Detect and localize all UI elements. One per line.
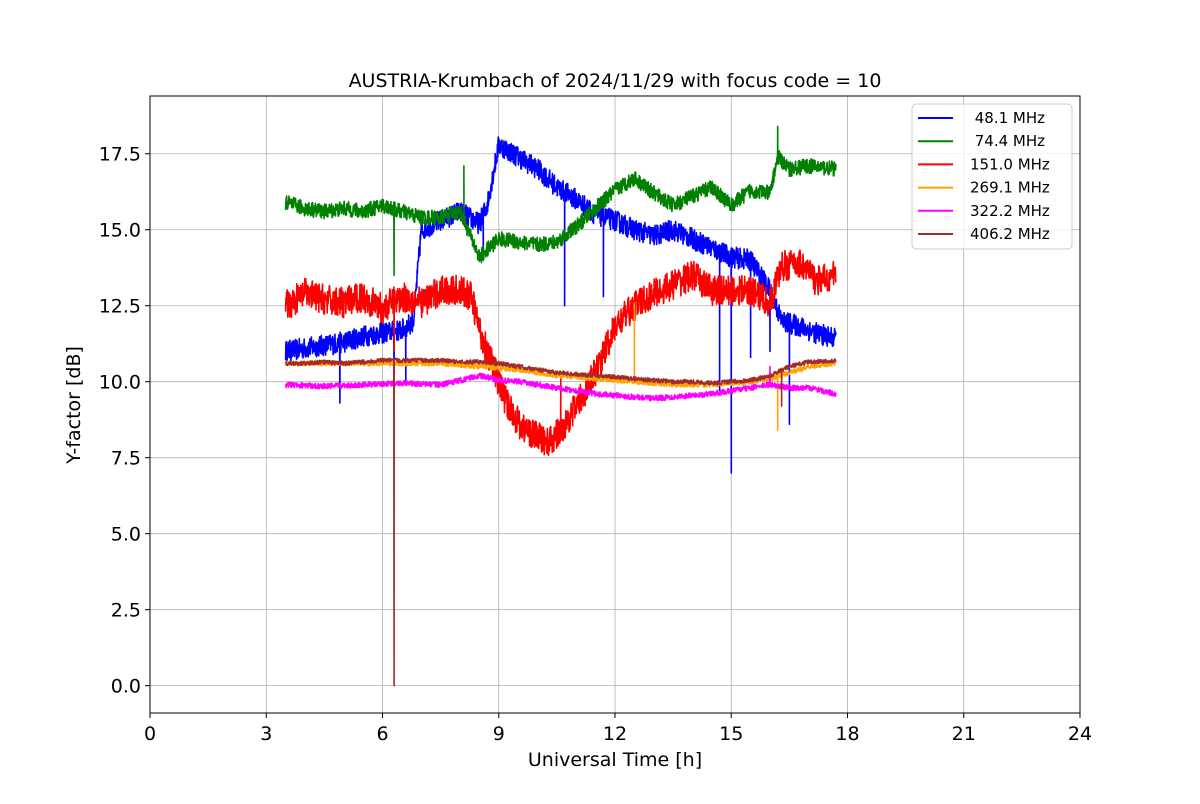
legend-label: 406.2 MHz	[970, 225, 1050, 243]
y-tick-label: 10.0	[99, 372, 141, 394]
series-line-0	[284, 136, 837, 474]
y-tick-label: 5.0	[111, 524, 141, 546]
legend-label: 74.4 MHz	[970, 132, 1045, 150]
legend-label: 151.0 MHz	[970, 155, 1050, 173]
legend-label: 322.2 MHz	[970, 202, 1050, 220]
legend: 48.1 MHz 74.4 MHz 151.0 MHz 269.1 MHz 322.2…	[911, 103, 1073, 250]
x-tick-label: 24	[1068, 723, 1092, 745]
chart-title: AUSTRIA-Krumbach of 2024/11/29 with focu…	[349, 70, 882, 92]
legend-label: 48.1 MHz	[970, 109, 1045, 127]
x-tick-label: 9	[493, 723, 505, 745]
series-line-5	[285, 357, 837, 687]
x-axis-label: Universal Time [h]	[528, 749, 702, 771]
y-tick-label: 2.5	[111, 600, 141, 622]
x-tick-label: 6	[376, 723, 388, 745]
series-line-2	[284, 249, 837, 457]
y-tick-label: 17.5	[99, 144, 141, 166]
y-axis-label: Y-factor [dB]	[63, 346, 85, 465]
x-tick-label: 3	[260, 723, 272, 745]
x-tick-label: 0	[144, 723, 156, 745]
x-tick-label: 21	[952, 723, 976, 745]
y-tick-label: 0.0	[111, 676, 141, 698]
series-line-4	[284, 365, 837, 402]
legend-label: 269.1 MHz	[970, 179, 1050, 197]
x-tick-label: 12	[603, 723, 627, 745]
y-tick-label: 12.5	[99, 296, 141, 318]
x-tick-label: 15	[719, 723, 743, 745]
y-tick-label: 15.0	[99, 220, 141, 242]
x-axis-ticks: 0 3 6 9 12 15 18 21 24	[144, 713, 1092, 745]
series-line-1	[284, 125, 837, 277]
x-tick-label: 18	[835, 723, 859, 745]
series-lines	[284, 125, 837, 687]
y-axis-ticks: 0.0 2.5 5.0 7.5 10.0 12.5 15.0 17.5	[99, 144, 150, 698]
y-tick-label: 7.5	[111, 448, 141, 470]
